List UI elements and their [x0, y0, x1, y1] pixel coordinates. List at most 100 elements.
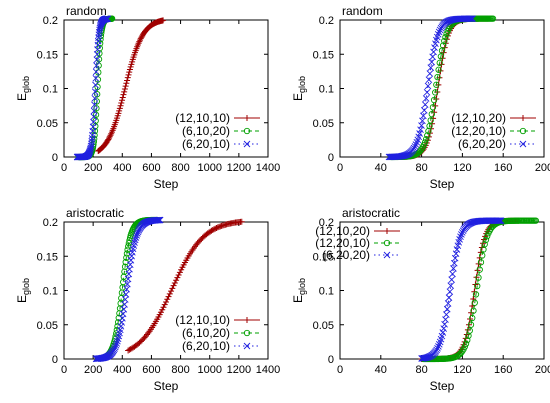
- data-point: [104, 137, 111, 144]
- data-point: [96, 44, 103, 52]
- data-point: [212, 225, 219, 232]
- data-point: [112, 342, 120, 349]
- data-point: [435, 66, 442, 73]
- data-point: [436, 59, 443, 67]
- data-point: [126, 66, 133, 73]
- y-tick-label: 0: [328, 152, 334, 164]
- series-1: [125, 218, 245, 354]
- data-point: [434, 73, 441, 81]
- data-point: [154, 216, 161, 224]
- x-axis-label: Step: [430, 177, 455, 191]
- data-point: [457, 233, 464, 241]
- data-point: [132, 234, 140, 241]
- x-tick-label: 1200: [227, 162, 251, 174]
- x-tick-label: 200: [84, 162, 102, 174]
- data-point: [410, 144, 418, 152]
- data-point: [106, 135, 113, 142]
- data-point: [481, 241, 488, 248]
- x-tick-label: 1000: [197, 364, 221, 376]
- legend-label: (12,10,10): [175, 313, 230, 327]
- data-point: [470, 307, 477, 314]
- legend-marker: [383, 239, 391, 247]
- x-tick-label: 200: [535, 162, 550, 174]
- series-3: [385, 15, 476, 161]
- data-point: [426, 122, 433, 130]
- x-tick-label: 600: [142, 364, 160, 376]
- data-point: [140, 335, 147, 342]
- y-tick-label: 0.1: [43, 84, 58, 96]
- data-point: [114, 337, 121, 345]
- data-point: [171, 279, 178, 286]
- y-tick-label: 0: [328, 354, 334, 366]
- y-tick-label: 0.2: [43, 217, 58, 229]
- data-point: [118, 100, 125, 107]
- y-tick-label: 0.2: [43, 15, 58, 27]
- data-point: [160, 304, 167, 311]
- data-point: [434, 344, 441, 352]
- legend-marker: [519, 127, 527, 135]
- x-tick-label: 1000: [197, 162, 221, 174]
- legend-marker: [243, 127, 251, 135]
- chart-title: random: [342, 4, 383, 18]
- data-point: [532, 217, 539, 224]
- chart-panel-4: aristocratic 0 40 80 120 160 200 0 0.05 0.1 0.15 0.…: [291, 206, 550, 393]
- data-point: [417, 126, 424, 134]
- data-point: [93, 98, 100, 105]
- data-point: [420, 112, 427, 120]
- data-point: [119, 97, 126, 104]
- data-point: [88, 137, 96, 145]
- legend-label: (6,20,10): [182, 137, 230, 151]
- legend-label: (12,20,10): [315, 236, 370, 250]
- legend-marker: [244, 115, 250, 121]
- data-point: [433, 346, 440, 354]
- data-point: [210, 226, 217, 233]
- y-tick-label: 0.2: [319, 15, 334, 27]
- data-point: [471, 299, 478, 306]
- data-point: [442, 34, 449, 41]
- x-tick-label: 80: [415, 364, 427, 376]
- data-point: [159, 306, 166, 313]
- y-tick-label: 0.15: [313, 251, 334, 263]
- data-point: [484, 233, 491, 240]
- data-point: [426, 70, 434, 77]
- data-point: [472, 291, 480, 298]
- data-point: [467, 321, 475, 328]
- x-tick-label: 120: [453, 364, 471, 376]
- x-tick-label: 0: [337, 364, 343, 376]
- data-point: [472, 281, 479, 288]
- data-point: [433, 81, 440, 88]
- x-tick-label: 600: [142, 162, 160, 174]
- data-point: [497, 217, 505, 224]
- data-point: [170, 282, 177, 289]
- y-tick-label: 0.05: [313, 118, 334, 130]
- legend-marker: [520, 115, 526, 121]
- data-point: [124, 74, 131, 81]
- legend-label: (12,20,10): [451, 124, 506, 138]
- data-point: [137, 35, 144, 42]
- data-point: [197, 237, 204, 244]
- data-point: [90, 118, 97, 126]
- x-tick-label: 80: [415, 162, 427, 174]
- x-tick-label: 1400: [256, 162, 280, 174]
- chart-title: random: [66, 4, 107, 18]
- x-tick-label: 160: [494, 162, 512, 174]
- legend-marker: [384, 228, 390, 234]
- data-point: [462, 340, 470, 347]
- data-point: [91, 101, 98, 109]
- data-point: [466, 327, 473, 334]
- data-point: [424, 132, 431, 139]
- data-point: [443, 311, 450, 318]
- y-tick-label: 0.1: [319, 84, 334, 96]
- data-point: [423, 88, 431, 96]
- data-point: [461, 343, 468, 350]
- data-point: [111, 343, 119, 351]
- series-1: [95, 17, 167, 154]
- data-point: [464, 336, 471, 344]
- y-tick-label: 0.1: [319, 286, 334, 298]
- data-point: [419, 117, 426, 125]
- data-point: [166, 290, 173, 297]
- data-point: [194, 240, 201, 247]
- data-point: [114, 323, 121, 330]
- data-point: [447, 282, 455, 289]
